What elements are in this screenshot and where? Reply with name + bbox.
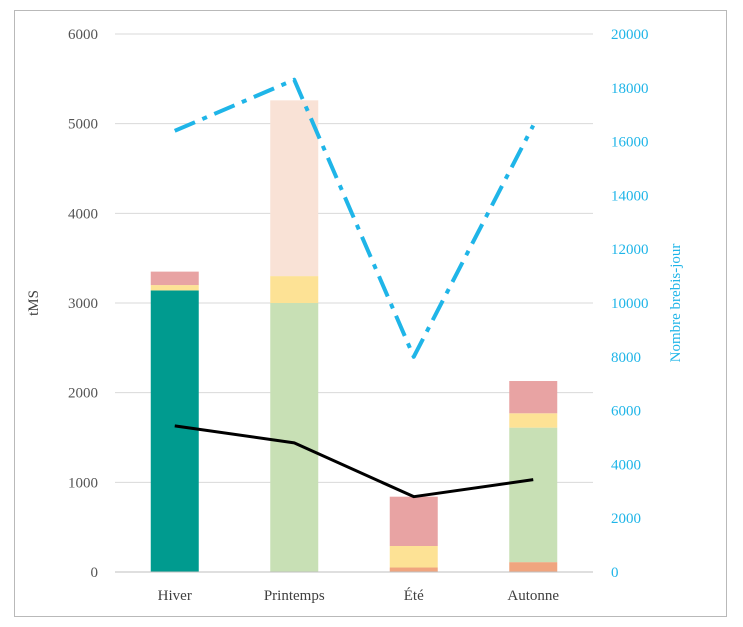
y-tick-label-left: 6000	[68, 27, 98, 43]
y-tick-label-right: 10000	[611, 296, 649, 312]
bar-segment	[389, 567, 438, 572]
bar-segment	[389, 545, 438, 568]
y-tick-label-right: 2000	[611, 511, 641, 527]
y-tick-label-left: 1000	[68, 475, 98, 491]
y-tick-label-left: 0	[91, 565, 99, 581]
y-tick-label-left: 3000	[68, 296, 98, 312]
y-tick-label-right: 18000	[611, 81, 649, 97]
y-tick-label-left: 5000	[68, 117, 98, 133]
bar-segment	[150, 271, 199, 286]
bar-segment	[270, 303, 319, 572]
y-tick-label-right: 8000	[611, 350, 641, 366]
line-series-right-axis	[173, 77, 536, 359]
bar-segment	[509, 562, 558, 572]
axes: 0 1000 2000 3000 4000 5000 6000 0 2000 4000 6000 80…	[68, 27, 649, 604]
y-tick-label-right: 14000	[611, 188, 649, 204]
y-axis-title-right: Nombre brebis-jour	[668, 244, 684, 363]
x-tick-label: Été	[404, 587, 424, 604]
bar-segment	[509, 381, 558, 414]
y-tick-label-right: 6000	[611, 404, 641, 420]
stacked-bars	[150, 100, 558, 572]
y-tick-label-right: 16000	[611, 135, 649, 151]
y-tick-label-right: 12000	[611, 242, 649, 258]
x-tick-label: Autonne	[507, 588, 559, 604]
bar-segment	[270, 276, 319, 303]
y-tick-label-right: 4000	[611, 457, 641, 473]
y-tick-label-left: 4000	[68, 206, 98, 222]
bar-segment	[509, 413, 558, 428]
line-series-left-axis	[174, 424, 534, 499]
bar-segment	[150, 285, 199, 291]
y-axis-title-left: tMS	[26, 290, 42, 316]
bar-segment	[389, 496, 438, 546]
bar-segment	[150, 290, 199, 572]
bar-segment	[270, 100, 319, 277]
x-tick-label: Hiver	[158, 588, 192, 604]
chart-frame	[14, 10, 727, 617]
y-tick-label-right: 20000	[611, 27, 649, 43]
x-tick-label: Printemps	[264, 588, 325, 604]
bar-segment	[509, 427, 558, 563]
series-lines	[173, 77, 536, 499]
y-tick-label-left: 2000	[68, 386, 98, 402]
y-tick-label-right: 0	[611, 565, 619, 581]
